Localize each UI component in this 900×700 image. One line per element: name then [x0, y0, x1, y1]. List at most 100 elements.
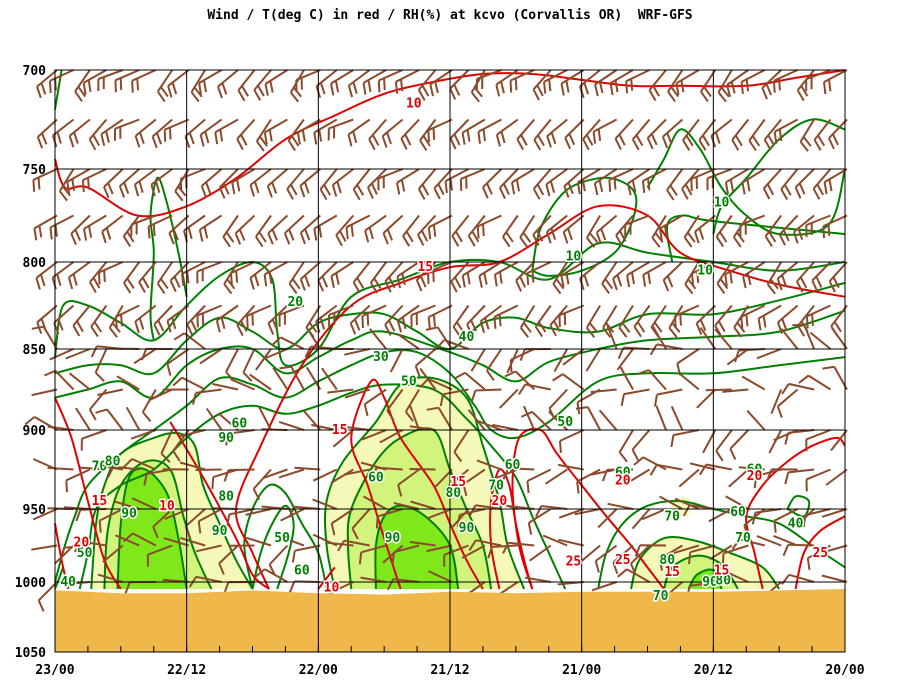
wind-barb-staff — [758, 304, 782, 320]
rh-contour-label: 40 — [60, 575, 76, 590]
wind-barb — [802, 508, 831, 528]
wind-barb-feather — [173, 276, 181, 288]
wind-barb — [47, 425, 74, 431]
x-tick-label: 20/12 — [694, 663, 733, 678]
wind-barb-staff — [674, 497, 700, 510]
wind-barb — [682, 118, 700, 151]
rh-contour-label: 70 — [735, 531, 751, 546]
wind-barb-staff — [777, 261, 799, 280]
wind-barb — [764, 214, 783, 247]
wind-barb-feather — [362, 82, 367, 95]
wind-barb — [710, 118, 733, 148]
wind-barb-staff — [642, 261, 667, 276]
wind-barb — [237, 69, 256, 102]
wind-barb-feather — [215, 320, 221, 333]
rh-contour-80 — [103, 459, 213, 590]
wind-barb-feather — [188, 132, 195, 145]
x-tick-label: 21/00 — [562, 663, 601, 678]
wind-barb-staff — [492, 500, 519, 510]
wind-barb-staff — [230, 378, 255, 391]
wind-barb-staff — [641, 508, 667, 521]
x-tick-label: 20/00 — [825, 663, 864, 678]
wind-barb — [453, 429, 470, 463]
wind-barb — [327, 388, 354, 394]
wind-barb-staff — [788, 382, 815, 391]
wind-barb-staff — [400, 118, 420, 140]
wind-barb-staff — [579, 261, 601, 280]
wind-barb-feather — [567, 182, 574, 195]
wind-barb-staff — [258, 406, 272, 431]
wind-barb — [689, 462, 716, 471]
wind-barb — [822, 214, 848, 239]
wind-barb-feather — [107, 466, 115, 478]
wind-barb — [608, 168, 634, 192]
wind-barb — [467, 409, 486, 431]
wind-barb-staff — [546, 118, 568, 137]
rh-contour-50 — [251, 504, 295, 590]
wind-barb-feather — [368, 227, 374, 240]
wind-barb-feather — [670, 86, 680, 98]
wind-barb-feather — [717, 320, 726, 332]
wind-barb-staff — [696, 388, 717, 409]
wind-barb-feather — [339, 230, 347, 242]
wind-barb-feather — [72, 273, 78, 286]
wind-barb-staff — [768, 429, 783, 454]
wind-barb-feather — [698, 227, 705, 240]
wind-barb — [263, 261, 288, 287]
wind-barb-staff — [279, 304, 305, 316]
wind-barb-staff — [630, 544, 651, 565]
wind-barb-staff — [831, 327, 848, 350]
wind-barb-feather — [156, 282, 166, 294]
wind-barb — [529, 544, 552, 562]
wind-barb-feather — [549, 180, 556, 193]
wind-barb-feather — [729, 179, 734, 192]
wind-barb-staff — [691, 261, 716, 275]
wind-barb-feather — [140, 348, 148, 361]
wind-barb — [742, 261, 766, 289]
wind-barb-staff — [344, 539, 370, 547]
wind-barb-feather — [626, 274, 631, 288]
wind-barb-feather — [467, 235, 476, 247]
wind-barb — [805, 304, 831, 329]
wind-barb-feather — [288, 228, 295, 241]
wind-barb — [98, 508, 124, 533]
wind-barb — [288, 261, 305, 294]
wind-barb — [375, 508, 403, 529]
wind-barb-feather — [172, 450, 181, 462]
wind-barb — [696, 388, 717, 409]
wind-barb-feather — [103, 270, 106, 283]
wind-barb-staff — [363, 69, 387, 84]
wind-barb — [519, 348, 551, 361]
wind-barb — [417, 69, 437, 101]
wind-barb-feather — [93, 321, 103, 333]
wind-barb-feather — [200, 185, 207, 198]
wind-barb — [738, 466, 765, 471]
wind-barb-feather — [352, 81, 358, 94]
wind-barb-feather — [511, 182, 516, 195]
wind-barb — [557, 463, 584, 471]
wind-barb-feather — [87, 177, 90, 190]
wind-barb-staff — [741, 375, 766, 391]
wind-barb-feather — [236, 324, 244, 337]
wind-barb — [475, 69, 502, 91]
wind-barb-staff — [741, 168, 766, 184]
wind-barb-feather — [729, 448, 737, 461]
wind-barb-feather — [240, 320, 248, 332]
wind-barb-staff — [546, 214, 568, 233]
wind-barb-feather — [186, 271, 190, 284]
wind-barb-feather — [134, 135, 141, 148]
wind-barb-staff — [416, 261, 437, 281]
wind-barb — [579, 261, 601, 291]
wind-barb-feather — [784, 432, 790, 445]
wind-barb-feather — [535, 505, 543, 518]
wind-barb — [780, 328, 799, 350]
wind-barb-staff — [694, 214, 716, 233]
wind-barb-staff — [651, 214, 667, 239]
wind-barb — [358, 544, 387, 565]
wind-barb-feather — [271, 319, 279, 331]
wind-barb-feather — [65, 480, 68, 493]
wind-barb — [172, 376, 206, 391]
temperature-contour-label: 15 — [417, 260, 433, 275]
rh-contour-label: 60 — [505, 458, 521, 473]
wind-barb-staff — [426, 544, 453, 553]
